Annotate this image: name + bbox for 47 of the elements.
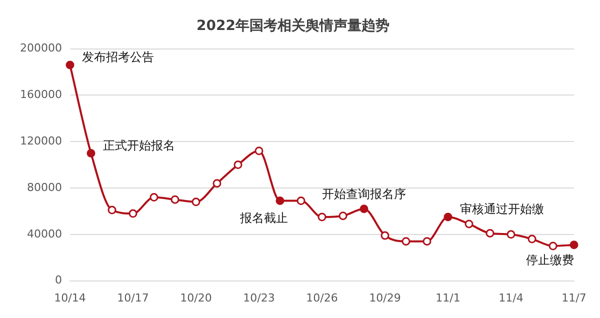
point bbox=[548, 242, 558, 250]
point bbox=[192, 198, 200, 206]
y-tick-label: 200000 bbox=[20, 42, 62, 55]
point bbox=[296, 196, 306, 206]
annotation: 发布招考公告 bbox=[82, 50, 154, 64]
x-tick-label: 11/1 bbox=[436, 291, 460, 304]
point bbox=[464, 220, 474, 228]
x-tick-label: 11/4 bbox=[498, 291, 524, 304]
x-tick-label: 10/29 bbox=[369, 291, 401, 304]
point bbox=[150, 193, 158, 202]
point bbox=[444, 212, 452, 222]
point bbox=[318, 212, 326, 222]
point bbox=[86, 148, 96, 158]
annotation: 停止缴费 bbox=[526, 252, 574, 267]
chart-title: 2022年国考相关舆情声量趋势 bbox=[196, 17, 390, 34]
point bbox=[360, 204, 368, 214]
point bbox=[570, 240, 578, 250]
point bbox=[108, 206, 116, 214]
x-tick-label: 10/26 bbox=[306, 291, 338, 304]
point bbox=[506, 230, 516, 239]
point bbox=[338, 212, 348, 220]
point bbox=[212, 179, 222, 188]
x-tick-label: 10/17 bbox=[117, 291, 149, 304]
annotation: 正式开始报名 bbox=[102, 138, 175, 152]
annotation: 审核通过开始缴 bbox=[460, 202, 544, 216]
x-tick-label: 10/20 bbox=[180, 291, 212, 304]
y-tick-label: 0 bbox=[54, 274, 62, 287]
point bbox=[528, 234, 536, 244]
point bbox=[380, 231, 390, 240]
point bbox=[66, 60, 74, 70]
y-tick-label: 40000 bbox=[26, 227, 62, 240]
point bbox=[276, 196, 284, 206]
point bbox=[402, 237, 410, 246]
x-tick-label: 10/23 bbox=[243, 291, 275, 304]
annotation: 报名截止 bbox=[238, 210, 288, 225]
y-tick-label: 160000 bbox=[20, 88, 62, 102]
point bbox=[254, 146, 264, 156]
annotation: 开始查询报名序 bbox=[322, 187, 406, 202]
x-tick-label: 11/7 bbox=[562, 291, 586, 304]
x-tick-label: 10/14 bbox=[54, 291, 86, 304]
point bbox=[486, 228, 494, 238]
y-tick-label: 120000 bbox=[20, 134, 62, 148]
y-tick-label: 80000 bbox=[26, 180, 62, 194]
point bbox=[128, 209, 138, 218]
point bbox=[422, 237, 432, 246]
point bbox=[234, 160, 242, 170]
point bbox=[170, 195, 180, 204]
